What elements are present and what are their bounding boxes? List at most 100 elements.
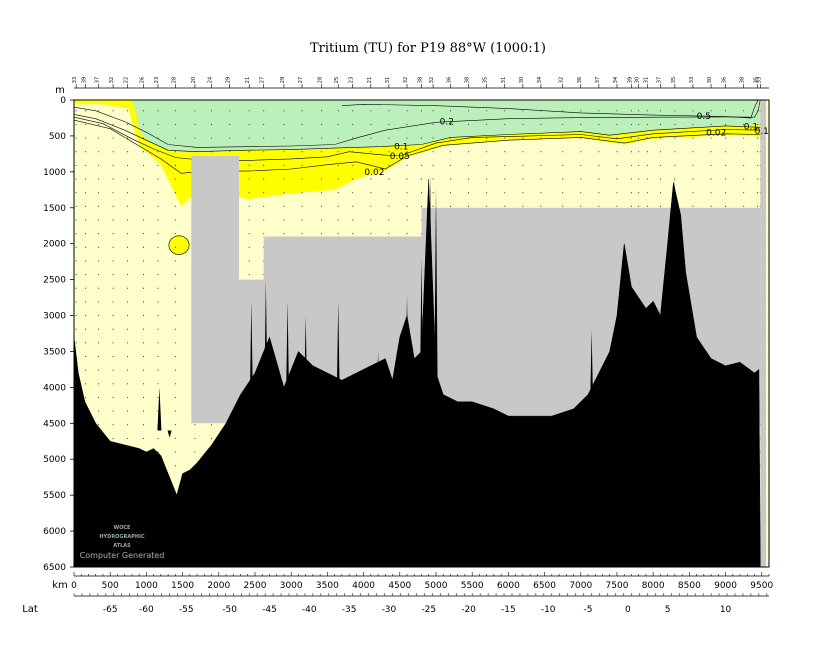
station-dot	[75, 205, 77, 207]
station-dot	[432, 178, 434, 180]
station-dot	[486, 192, 488, 194]
station-label: 26	[140, 77, 146, 83]
station-dot	[98, 355, 100, 357]
station-dot	[75, 164, 77, 166]
y-tick-label: 1000	[43, 168, 66, 178]
station-dot	[75, 274, 77, 276]
station-dot	[127, 315, 129, 317]
seamount-spike	[249, 301, 254, 431]
station-dot	[337, 164, 339, 166]
station-dot	[174, 410, 176, 412]
station-dot	[85, 123, 87, 125]
station-dot	[406, 219, 408, 221]
station-label: 22	[124, 77, 130, 83]
x-tick-label: 5000	[425, 581, 448, 591]
station-dot	[174, 342, 176, 344]
station-dot	[504, 178, 506, 180]
station-dot	[174, 369, 176, 371]
y-tick-label: 6500	[43, 563, 66, 573]
station-dot	[283, 110, 285, 112]
station-label: 36	[577, 77, 583, 83]
station-dot	[301, 205, 303, 207]
station-dot	[127, 369, 129, 371]
station-dot	[194, 437, 196, 439]
seamount-spike	[303, 315, 308, 431]
station-dot	[638, 205, 640, 207]
station-label: 32	[429, 77, 435, 83]
station-label: 30	[635, 77, 641, 83]
station-dot	[337, 110, 339, 112]
station-dot	[725, 110, 727, 112]
station-dot	[263, 192, 265, 194]
station-dot	[486, 110, 488, 112]
station-dot	[75, 328, 77, 330]
station-dot	[85, 164, 87, 166]
station-label: 34	[613, 77, 619, 83]
station-dot	[85, 396, 87, 398]
station-dot	[248, 178, 250, 180]
station-dot	[421, 178, 422, 180]
station-dot	[143, 205, 144, 207]
station-dot	[85, 137, 87, 139]
station-dot	[756, 205, 758, 207]
station-dot	[143, 287, 144, 289]
station-dot	[127, 424, 129, 426]
station-dot	[127, 410, 129, 412]
station-dot	[321, 164, 323, 166]
station-label: 31	[643, 77, 649, 83]
station-dot	[85, 328, 87, 330]
station-dot	[127, 355, 129, 357]
station-label: 33	[72, 77, 78, 83]
station-dot	[756, 137, 758, 139]
station-dot	[112, 205, 114, 207]
seamount-spike	[285, 301, 290, 431]
lat-axis: Lat -65 -60 -55 -50 -45 -40 -35 -30 -25 -20 -15 -10…	[22, 593, 769, 615]
station-dot	[638, 192, 640, 194]
station-dot	[248, 164, 250, 166]
station-dot	[75, 246, 77, 248]
station-dot	[725, 178, 727, 180]
plot-frame	[73, 99, 770, 568]
x-tick-label: 7000	[569, 581, 592, 591]
station-dot	[157, 274, 159, 276]
station-dot	[406, 233, 408, 235]
station-dot	[263, 151, 265, 153]
station-dot	[174, 260, 176, 262]
station-dot	[674, 110, 676, 112]
station-dot	[468, 205, 470, 207]
station-dot	[157, 315, 159, 317]
station-dot	[98, 178, 100, 180]
station-dot	[112, 178, 114, 180]
station-dot	[352, 137, 354, 139]
station-dot	[468, 137, 470, 139]
station-label: 27	[298, 77, 304, 83]
station-dot	[98, 396, 100, 398]
station-dot	[211, 437, 213, 439]
station-dot	[562, 123, 564, 125]
station-dot	[157, 219, 159, 221]
station-dot	[580, 110, 582, 112]
station-dot	[98, 383, 100, 385]
station-dot	[630, 137, 632, 139]
y-tick-label: 4000	[43, 383, 66, 393]
station-dot	[174, 164, 176, 166]
station-dot	[321, 205, 323, 207]
seamount-spike	[167, 430, 172, 438]
station-dot	[580, 151, 582, 153]
contour-label: 0.1	[744, 123, 758, 133]
x-axis-label: km	[52, 580, 68, 591]
station-dot	[406, 164, 408, 166]
station-dot	[174, 328, 176, 330]
contour-label: 0.02	[706, 128, 726, 138]
station-dot	[743, 164, 745, 166]
station-dot	[421, 164, 422, 166]
station-dot	[321, 192, 323, 194]
station-dot	[616, 178, 618, 180]
contour-c002	[74, 119, 761, 174]
station-dot	[449, 205, 451, 207]
station-dot	[248, 260, 250, 262]
station-dot	[127, 233, 129, 235]
contour-label: 0.05	[390, 152, 410, 162]
station-dot	[337, 137, 339, 139]
station-dot	[174, 274, 176, 276]
